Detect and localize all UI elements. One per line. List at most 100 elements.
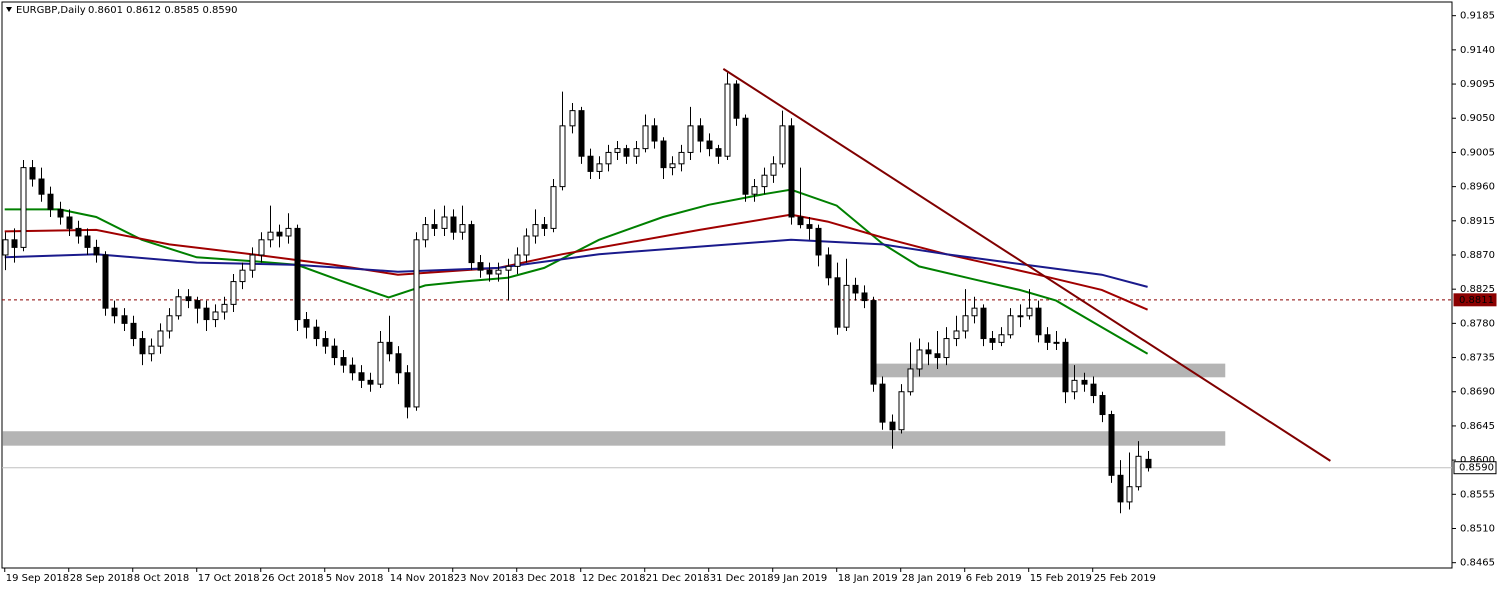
candle-body: [477, 262, 484, 271]
candle-body: [587, 155, 594, 172]
candle-body: [2, 239, 9, 256]
candle-body: [797, 216, 804, 226]
x-tick-label: 5 Nov 2018: [326, 573, 384, 584]
candle-body: [614, 148, 621, 153]
candle-body: [431, 224, 438, 229]
x-tick-label: 19 Sep 2018: [6, 573, 69, 584]
candle-body: [998, 334, 1005, 343]
y-tick-label: 0.8825: [1460, 284, 1495, 295]
candle-body: [1090, 383, 1097, 397]
x-tick-label: 17 Oct 2018: [198, 573, 260, 584]
candle-body: [1035, 307, 1042, 336]
moving-average: [4, 213, 1148, 311]
zone: [2, 431, 1226, 446]
candle-body: [989, 338, 996, 343]
x-tick-label: 15 Feb 2019: [1030, 573, 1092, 584]
candle-body: [898, 391, 905, 431]
x-tick-label: 28 Jan 2019: [902, 573, 962, 584]
candle-body: [943, 338, 950, 359]
candle-body: [93, 246, 100, 256]
candle-body: [20, 167, 27, 248]
candle-body: [450, 216, 457, 233]
candle-body: [1071, 379, 1078, 393]
candle-body: [559, 125, 566, 188]
candle-body: [788, 125, 795, 218]
candle-body: [687, 125, 694, 153]
candle-body: [75, 227, 82, 237]
price-label-box: [1453, 461, 1497, 475]
candle-body: [578, 110, 585, 157]
candle-body: [761, 174, 768, 188]
candle-body: [404, 372, 411, 408]
candle-body: [11, 239, 18, 248]
candle-body: [971, 307, 978, 317]
zone: [875, 363, 1226, 378]
y-tick-label: 0.8780: [1460, 318, 1495, 329]
candle-body: [212, 311, 219, 321]
candle-body: [249, 254, 256, 271]
candle-body: [770, 163, 777, 176]
candle-body: [267, 231, 274, 241]
candle-body: [815, 227, 822, 256]
candle-body: [541, 224, 548, 229]
x-tick-label: 9 Jan 2019: [774, 573, 828, 584]
candle-body: [1062, 341, 1069, 393]
y-tick-label: 0.9095: [1460, 79, 1495, 90]
price-label-box: [1453, 293, 1497, 307]
price-label: 0.8590: [1459, 463, 1494, 474]
chart-title: EURGBP,Daily: [16, 5, 86, 16]
candle-body: [916, 349, 923, 370]
candle-body: [285, 227, 292, 237]
x-tick-label: 31 Dec 2018: [710, 573, 774, 584]
candle-body: [1081, 379, 1088, 385]
candle-body: [148, 345, 155, 355]
candle-body: [194, 300, 201, 309]
candle-body: [322, 338, 329, 347]
candle-body: [861, 292, 868, 302]
candle-body: [660, 140, 667, 169]
y-tick-label: 0.8510: [1460, 523, 1495, 534]
candle-body: [1135, 455, 1142, 488]
candle-body: [1007, 315, 1014, 336]
candle-body: [276, 231, 283, 237]
candle-body: [751, 186, 758, 195]
candle-body: [175, 296, 182, 317]
candle-body: [514, 254, 521, 267]
candle-body: [852, 284, 859, 294]
candle-body: [596, 163, 603, 172]
y-tick-label: 0.8555: [1460, 489, 1495, 500]
candle-body: [678, 151, 685, 165]
candle-body: [258, 239, 265, 256]
candle-body: [642, 125, 649, 150]
candle-body: [724, 83, 731, 157]
x-tick-label: 6 Feb 2019: [966, 573, 1022, 584]
candle-body: [221, 303, 228, 313]
y-tick-label: 0.8870: [1460, 250, 1495, 261]
ohlc-readout: 0.8601 0.8612 0.8585 0.8590: [88, 5, 238, 16]
candle-body: [38, 178, 45, 195]
candle-body: [413, 239, 420, 408]
candle-body: [806, 224, 813, 229]
candle-body: [331, 345, 338, 359]
candle-body: [185, 296, 192, 302]
candle-body: [980, 307, 987, 340]
candle-body: [57, 208, 64, 218]
candle-body: [340, 357, 347, 366]
candle-body: [349, 364, 356, 374]
candle-body: [715, 148, 722, 157]
candle-body: [1053, 341, 1060, 344]
y-tick-label: 0.8600: [1460, 455, 1495, 466]
candle-body: [102, 254, 109, 309]
candle-body: [706, 140, 713, 150]
y-tick-label: 0.8465: [1460, 558, 1495, 569]
candle-body: [834, 277, 841, 328]
candle-body: [495, 269, 502, 275]
candle-body: [697, 125, 704, 142]
candle-body: [569, 110, 576, 127]
candle-body: [111, 307, 118, 317]
candle-body: [532, 224, 539, 237]
x-tick-label: 26 Oct 2018: [262, 573, 324, 584]
candle-body: [1099, 395, 1106, 416]
candle-body: [742, 117, 749, 195]
